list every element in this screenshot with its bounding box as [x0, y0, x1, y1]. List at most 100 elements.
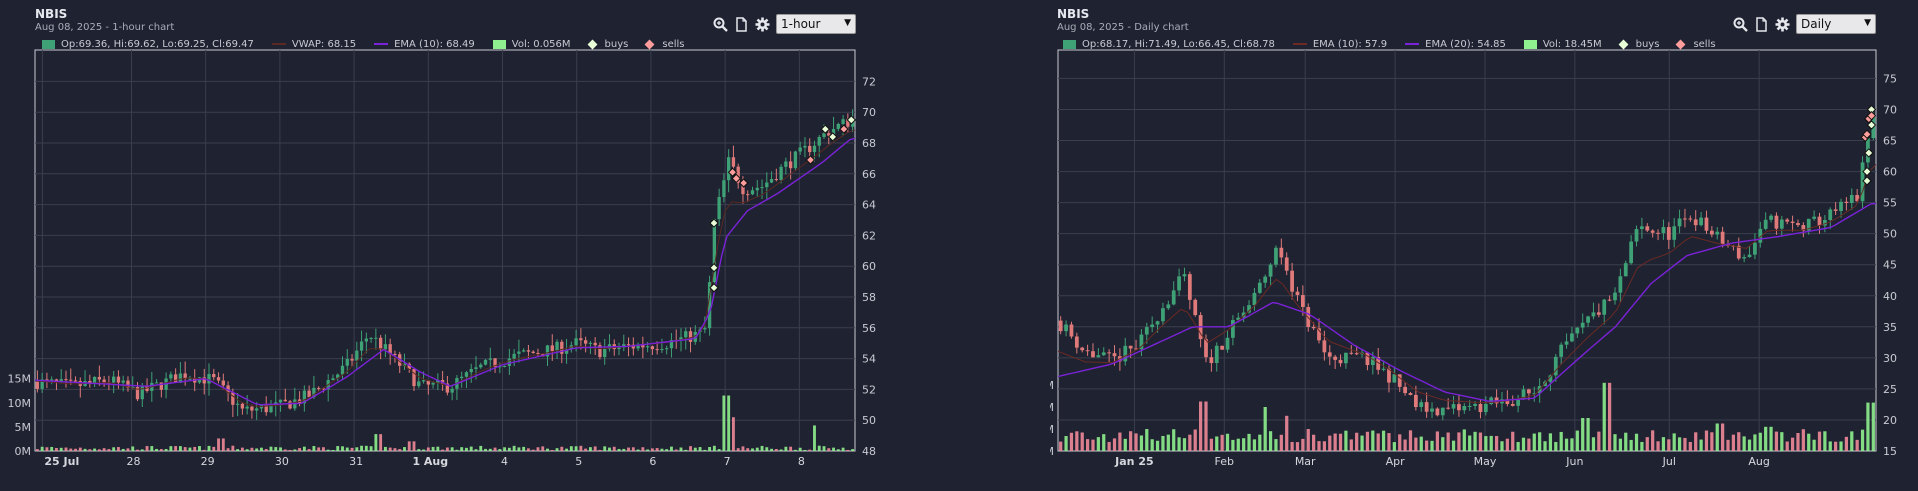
candle-body — [784, 161, 788, 167]
y-tick-label: 62 — [862, 229, 876, 242]
candle-body — [498, 366, 502, 368]
y-tick-label: 25 — [1883, 383, 1897, 396]
volume-bar — [1306, 429, 1310, 451]
buy-marker — [1862, 166, 1872, 177]
volume-bar — [1075, 431, 1079, 451]
candle-body — [383, 344, 388, 350]
indicator-line-secondary — [1057, 164, 1877, 404]
candle-body — [97, 376, 102, 380]
interval-select[interactable]: Daily ▼ — [1796, 14, 1876, 34]
candle-body — [1322, 340, 1327, 353]
indicator-line-secondary — [34, 129, 856, 408]
volume-bar — [622, 448, 626, 451]
candle-body — [631, 344, 635, 349]
candle-body — [255, 408, 259, 411]
candle-body — [564, 349, 569, 354]
x-tick-label: Aug — [1748, 455, 1769, 468]
volume-bar — [121, 448, 125, 451]
candle-body — [655, 349, 659, 351]
volume-bar — [198, 446, 201, 451]
candle-body — [607, 344, 612, 349]
candle-body — [541, 354, 545, 357]
volume-bar — [102, 448, 106, 451]
candle-body — [297, 399, 302, 404]
volume-bar — [1581, 418, 1585, 451]
gear-icon[interactable] — [755, 17, 770, 32]
candle-body — [1397, 374, 1402, 387]
candle-body — [827, 133, 831, 136]
y-tick-label: 75 — [1883, 72, 1897, 85]
gear-icon[interactable] — [1775, 17, 1790, 32]
x-tick-label: Jan 25 — [1114, 455, 1153, 468]
volume-bar — [1651, 430, 1655, 451]
legend-ohlc: Op:68.17, Hi:71.49, Lo:66.45, Cl:68.78 — [1063, 39, 1275, 50]
volume-bar — [1807, 433, 1811, 451]
chevron-down-icon: ▼ — [1864, 18, 1871, 28]
candle-body — [703, 328, 707, 330]
volume-bar — [1209, 438, 1213, 451]
volume-bar — [264, 449, 268, 451]
candle-body — [1467, 405, 1472, 407]
volume-bar — [1586, 418, 1590, 451]
volume-bar — [827, 448, 831, 451]
volume-bar — [1069, 432, 1074, 451]
volume-bar — [1548, 433, 1553, 451]
volume-bar — [202, 449, 206, 451]
zoom-icon[interactable] — [713, 17, 728, 32]
volume-bar — [145, 446, 149, 451]
legend-vol-swatch — [492, 39, 506, 49]
candle-body — [1344, 352, 1348, 364]
candle-body — [1134, 348, 1138, 350]
candle-body — [1091, 351, 1095, 358]
volume-bar — [1742, 436, 1746, 451]
legend-sells: sells — [644, 39, 685, 50]
volume-bar — [131, 446, 135, 451]
candle-body — [202, 377, 206, 384]
candle-body — [331, 378, 335, 381]
volume-bar — [69, 448, 73, 451]
interval-value: 1-hour — [781, 17, 821, 31]
candle-body — [1096, 355, 1101, 358]
candle-body — [1849, 195, 1854, 203]
candle-body — [1769, 215, 1773, 220]
candle-body — [1591, 312, 1596, 317]
volume-bar — [627, 447, 630, 451]
candle-body — [59, 379, 63, 382]
candle-body — [407, 363, 411, 370]
interval-select[interactable]: 1-hour ▼ — [776, 14, 856, 34]
volume-bar — [35, 449, 39, 451]
volume-bar — [798, 447, 802, 451]
candle-body — [1327, 352, 1332, 357]
candle-body — [1058, 320, 1063, 332]
volume-bar — [1451, 440, 1456, 451]
volume-bar — [603, 446, 607, 451]
volume-bar — [1129, 431, 1133, 451]
volume-bar — [1279, 434, 1283, 451]
candle-body — [526, 350, 531, 352]
volume-bar — [317, 447, 321, 451]
sell-marker — [1866, 110, 1877, 121]
candle-body — [1871, 114, 1876, 139]
volume-bar — [1828, 441, 1832, 451]
volume-bar — [1301, 438, 1305, 451]
candle-body — [126, 380, 130, 388]
volume-bar — [388, 447, 392, 451]
volume-bar — [1478, 432, 1483, 451]
volume-bar — [207, 445, 211, 451]
volume-bar — [1398, 434, 1402, 451]
candle-body — [521, 350, 526, 352]
document-icon[interactable] — [1754, 16, 1769, 32]
volume-bar — [1564, 438, 1569, 451]
candle-body — [78, 381, 82, 386]
candle-body — [612, 344, 616, 350]
volume-bar — [1855, 439, 1859, 451]
candle-body — [755, 187, 759, 191]
zoom-icon[interactable] — [1733, 17, 1748, 32]
volume-bar — [174, 446, 178, 451]
volume-bar — [1365, 431, 1370, 451]
volume-tick-label: 10M — [8, 397, 32, 410]
candle-body — [64, 379, 68, 381]
candle-body — [1796, 223, 1800, 226]
document-icon[interactable] — [734, 16, 749, 32]
volume-bar — [1225, 433, 1230, 451]
